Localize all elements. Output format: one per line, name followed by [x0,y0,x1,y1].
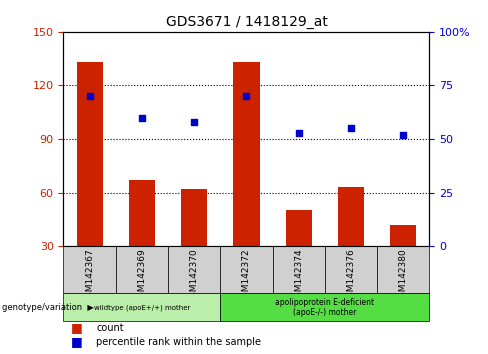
Text: GSM142372: GSM142372 [242,249,251,303]
Text: GSM142370: GSM142370 [190,249,199,303]
Point [86,93,94,99]
Point [138,115,146,120]
Point [399,132,407,138]
Bar [181,189,207,246]
Text: GSM142367: GSM142367 [85,249,94,303]
Bar [63,293,220,321]
Text: genotype/variation  ▶: genotype/variation ▶ [2,303,94,312]
Bar [285,211,312,246]
Bar [129,180,155,246]
Bar [338,187,364,246]
Bar [77,62,102,246]
Title: GDS3671 / 1418129_at: GDS3671 / 1418129_at [165,16,327,29]
Text: wildtype (apoE+/+) mother: wildtype (apoE+/+) mother [94,304,190,310]
Bar [220,246,273,293]
Point [295,130,303,136]
Bar [116,246,168,293]
Bar [233,62,260,246]
Text: ■: ■ [71,335,82,348]
Point [243,93,250,99]
Text: percentile rank within the sample: percentile rank within the sample [97,337,262,347]
Bar [220,293,429,321]
Bar [325,246,377,293]
Text: GSM142374: GSM142374 [294,249,303,303]
Bar [390,225,416,246]
Bar [168,246,220,293]
Text: count: count [97,322,124,333]
Bar [273,246,325,293]
Bar [63,246,116,293]
Point [347,125,355,131]
Text: ■: ■ [71,321,82,334]
Text: GSM142369: GSM142369 [137,249,146,303]
Text: GSM142376: GSM142376 [346,249,356,303]
Point [190,119,198,125]
Text: GSM142380: GSM142380 [399,249,408,303]
Text: apolipoprotein E-deficient
(apoE-/-) mother: apolipoprotein E-deficient (apoE-/-) mot… [275,298,374,317]
Bar [377,246,429,293]
